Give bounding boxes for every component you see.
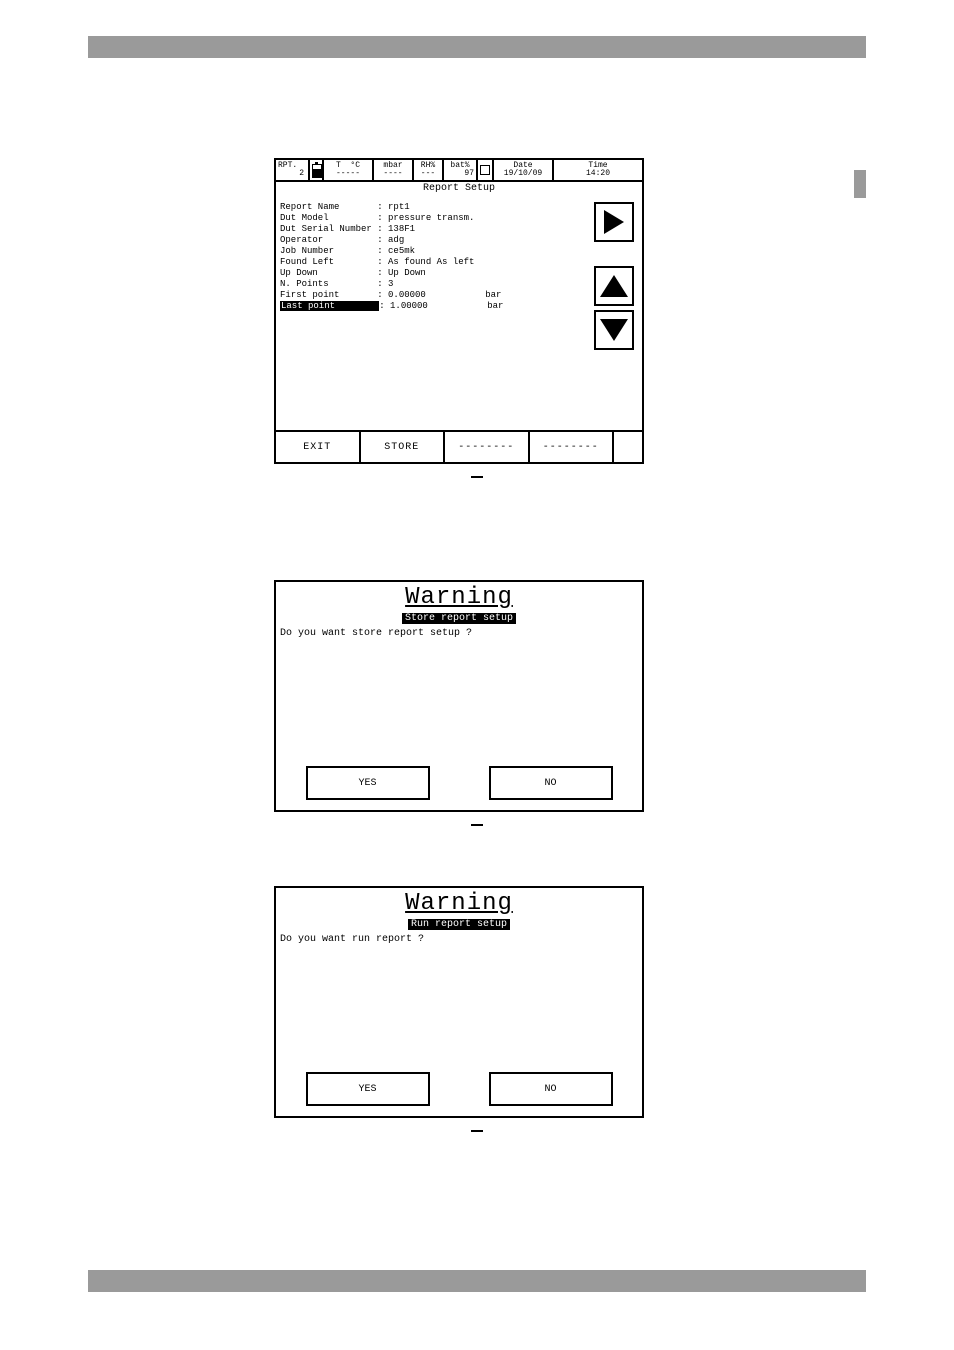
bat-value: 97	[446, 170, 474, 178]
rh-value: ---	[416, 170, 440, 178]
report-setup-screen: RPT. 2 T °C ----- mbar ---- RH% --- bat%…	[274, 158, 644, 464]
right-arrow-icon	[604, 210, 624, 234]
battery-icon	[312, 164, 322, 178]
yes-button[interactable]: YES	[306, 1072, 430, 1106]
footer-bar	[88, 1270, 866, 1292]
screen-title: Report Setup	[276, 182, 642, 196]
warning-subtitle: Store report setup	[402, 613, 516, 624]
date-value: 19/10/09	[496, 170, 550, 178]
warning-subtitle: Run report setup	[408, 919, 510, 930]
no-button[interactable]: NO	[489, 1072, 613, 1106]
warning-title: Warning	[276, 584, 642, 611]
nav-right-button[interactable]	[594, 202, 634, 242]
warning-message: Do you want run report ?	[280, 934, 638, 945]
time-value: 14:20	[556, 170, 640, 178]
softkey-3[interactable]: --------	[445, 430, 530, 464]
yes-button[interactable]: YES	[306, 766, 430, 800]
t-value: -----	[326, 170, 370, 178]
down-arrow-icon	[600, 319, 628, 341]
store-warning-dialog: Warning Store report setup Do you want s…	[274, 580, 644, 812]
softkey-4[interactable]: --------	[530, 430, 615, 464]
media-icon	[480, 165, 490, 175]
nav-down-button[interactable]	[594, 310, 634, 350]
softkey-store[interactable]: STORE	[361, 430, 446, 464]
warning-message: Do you want store report setup ?	[280, 628, 638, 639]
up-arrow-icon	[600, 275, 628, 297]
softkey-row: EXIT STORE -------- --------	[274, 430, 644, 464]
no-button[interactable]: NO	[489, 766, 613, 800]
p-value: ----	[376, 170, 410, 178]
run-warning-dialog: Warning Run report setup Do you want run…	[274, 886, 644, 1118]
cursor-mark	[471, 476, 483, 478]
nav-up-button[interactable]	[594, 266, 634, 306]
status-bar: RPT. 2 T °C ----- mbar ---- RH% --- bat%…	[276, 160, 642, 182]
side-tab	[854, 170, 866, 198]
softkey-5[interactable]	[614, 430, 644, 464]
cursor-mark	[471, 824, 483, 826]
rpt-value: 2	[278, 170, 306, 178]
header-bar	[88, 36, 866, 58]
warning-title: Warning	[276, 890, 642, 917]
report-fields: Report Name : rpt1 Dut Model : pressure …	[280, 202, 503, 312]
softkey-exit[interactable]: EXIT	[274, 430, 361, 464]
cursor-mark	[471, 1130, 483, 1132]
